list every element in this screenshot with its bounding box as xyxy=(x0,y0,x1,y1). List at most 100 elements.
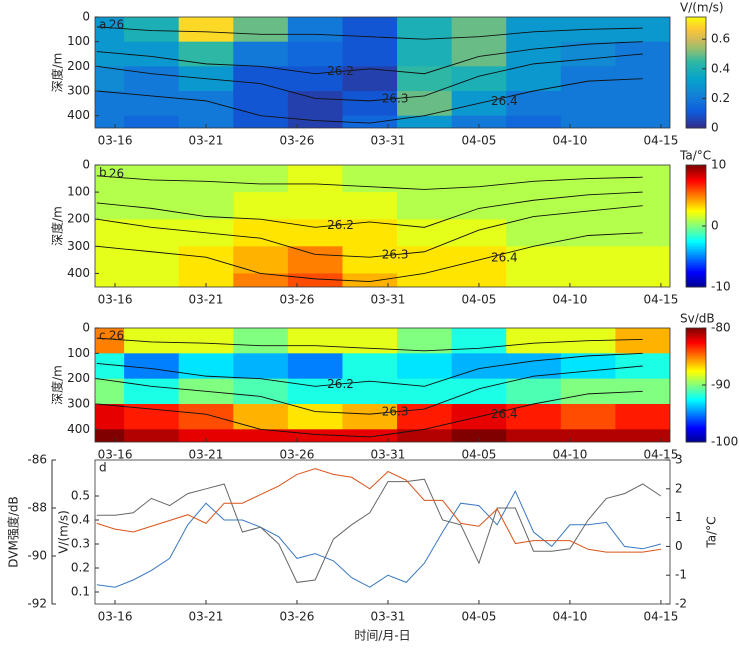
heat-cell xyxy=(397,219,453,247)
isotherm xyxy=(96,78,643,124)
heat-cell xyxy=(233,115,289,128)
plot-frame xyxy=(94,327,671,443)
colorbar-swatch xyxy=(686,29,706,33)
colorbar-swatch xyxy=(686,282,706,286)
heat-cell xyxy=(95,353,125,380)
colorbar-swatch xyxy=(686,171,706,174)
heat-cell xyxy=(506,115,562,128)
colorbar-swatch xyxy=(686,264,706,268)
x-tick-label: 03-16 xyxy=(98,610,133,624)
x-tick-label: 04-10 xyxy=(552,448,587,462)
colorbar-swatch xyxy=(686,432,706,435)
heat-cell xyxy=(124,429,180,442)
heat-cell xyxy=(342,17,398,43)
heat-cell xyxy=(95,246,125,274)
colorbar-label: V/(m/s) xyxy=(680,1,724,15)
colorbar-swatch xyxy=(686,83,706,86)
colorbar-swatch xyxy=(686,68,706,72)
colorbar-swatch xyxy=(686,167,706,170)
isotherm-label: 26 xyxy=(109,17,124,31)
isotherm xyxy=(96,53,643,102)
heat-cell xyxy=(342,328,398,354)
x-tick-label: 04-10 xyxy=(552,610,587,624)
colorbar-swatch xyxy=(686,78,706,81)
heat-cell xyxy=(506,165,562,193)
y-tick-label: 200 xyxy=(67,371,90,385)
colorbar-swatch xyxy=(686,434,706,437)
heat-cell xyxy=(342,165,398,193)
colorbar-swatch xyxy=(686,66,706,70)
colorbar-swatch xyxy=(686,50,706,53)
colorbar-swatch xyxy=(686,209,706,213)
colorbar-swatch xyxy=(686,115,706,118)
colorbar-swatch xyxy=(686,419,706,422)
heat-cell xyxy=(287,66,343,92)
x-tick-label: 03-31 xyxy=(371,610,406,624)
isotherm-label: 26.2 xyxy=(327,377,354,391)
y-tick-label: 100 xyxy=(67,185,90,199)
heat-cell xyxy=(506,41,562,67)
heat-cell xyxy=(95,404,125,430)
colorbar-swatch xyxy=(686,199,706,203)
heat-cell xyxy=(397,66,453,92)
colorbar-swatch xyxy=(686,362,706,365)
heatmap: 26 26.2 26.3 26.4 xyxy=(95,328,670,442)
heat-cell xyxy=(178,17,234,43)
colorbar-swatch xyxy=(686,345,706,348)
heat-cell xyxy=(397,273,453,287)
heat-cell xyxy=(287,165,343,193)
colorbar-swatch xyxy=(686,96,706,99)
colorbar-swatch xyxy=(686,377,706,380)
colorbar-swatch xyxy=(686,92,706,96)
y-tick-label: 300 xyxy=(67,239,90,253)
heat-cell xyxy=(506,192,562,220)
colorbar-tick-label: 0 xyxy=(711,219,719,233)
isotherm xyxy=(96,205,643,258)
x-tick-label: 04-05 xyxy=(462,293,497,307)
heat-cell xyxy=(451,66,507,92)
colorbar-swatch xyxy=(686,217,706,221)
heat-cell xyxy=(397,115,453,128)
colorbar-swatch xyxy=(686,124,706,127)
x-tick-label: 04-10 xyxy=(552,293,587,307)
colorbar-swatch xyxy=(686,87,706,90)
heat-cell xyxy=(506,353,562,380)
colorbar-swatch xyxy=(686,20,706,24)
y-tick-label: 1 xyxy=(675,510,683,524)
y-tick-label: 0.1 xyxy=(71,585,90,599)
heat-cell xyxy=(124,378,180,405)
colorbar-swatch xyxy=(686,383,706,386)
heatmap: 26 26.2 26.3 26.4 xyxy=(95,165,670,287)
heat-cell xyxy=(233,165,289,193)
colorbar-swatch xyxy=(686,404,706,407)
colorbar-swatch xyxy=(686,57,706,61)
heat-cell xyxy=(233,404,289,430)
heat-cell xyxy=(233,378,289,405)
colorbar-swatch xyxy=(686,262,706,266)
line-series xyxy=(96,478,662,583)
colorbar-swatch xyxy=(686,215,706,219)
y-tick-label: 0 xyxy=(82,321,90,335)
colorbar-swatch xyxy=(686,248,706,251)
isotherm xyxy=(96,390,643,438)
heat-cell xyxy=(233,41,289,67)
heat-cell xyxy=(95,378,125,405)
colorbar-swatch xyxy=(686,254,706,257)
colorbar-swatch xyxy=(686,41,706,44)
heat-cell xyxy=(124,404,180,430)
heat-cell xyxy=(95,328,125,354)
colorbar-swatch xyxy=(686,276,706,280)
colorbar-swatch xyxy=(686,407,706,411)
colorbar-swatch xyxy=(686,358,706,361)
colorbar-swatch xyxy=(686,364,706,367)
panel-letter: a xyxy=(99,18,106,32)
heat-cell xyxy=(233,192,289,220)
colorbar-swatch xyxy=(686,187,706,190)
colorbar-swatch xyxy=(686,366,706,369)
heat-cell xyxy=(451,219,507,247)
colorbar-swatch xyxy=(686,242,706,245)
heat-cell xyxy=(287,17,343,43)
colorbar-swatch xyxy=(686,328,706,331)
colorbar-swatch xyxy=(686,37,706,40)
heat-cell xyxy=(506,328,562,354)
